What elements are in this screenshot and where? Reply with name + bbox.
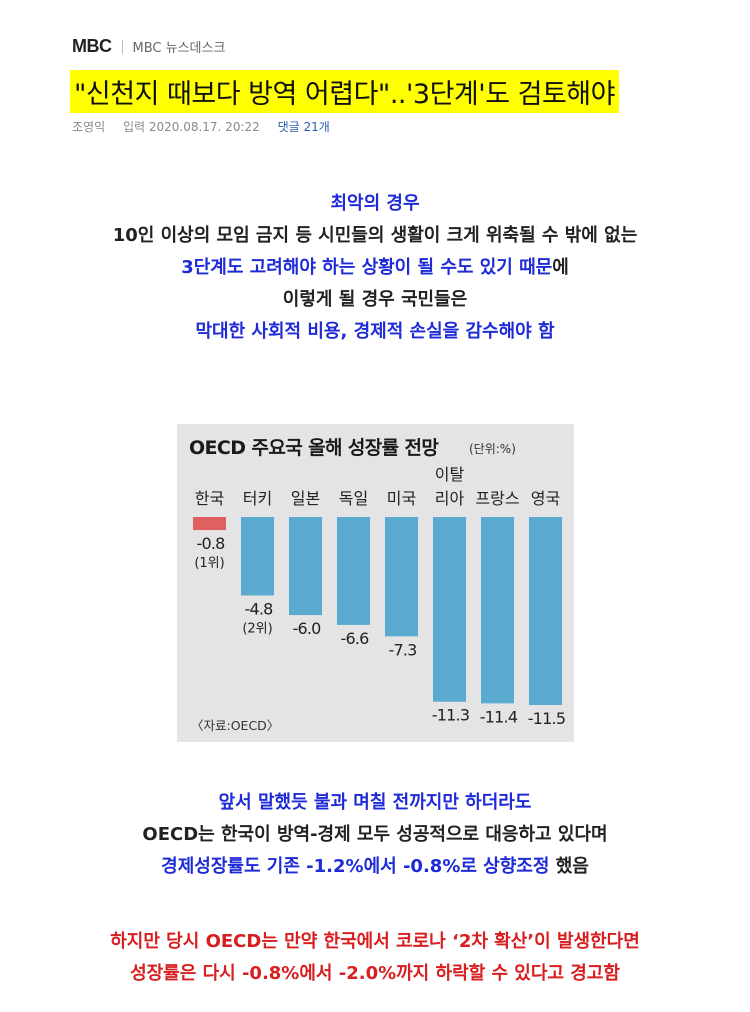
value-label-5: -11.3 (432, 706, 469, 725)
author-name: 조영익 (72, 120, 106, 134)
site-header: MBC MBC 뉴스데스크 (72, 36, 225, 57)
value-label-7: -11.5 (528, 709, 565, 728)
paragraph2-line-2: 경제성장률도 기존 -1.2%에서 -0.8%로 상향조정 했음 (0, 851, 750, 883)
category-label-4: 미국 (387, 489, 416, 508)
rank-label-0: (1위) (194, 556, 224, 571)
paragraph3-line-0: 하지만 당시 OECD는 만약 한국에서 코로나 ‘2차 확산’이 발생한다면 (0, 926, 750, 958)
paragraph1-line-4: 막대한 사회적 비용, 경제적 손실을 감수해야 함 (0, 316, 750, 348)
chart-svg: OECD 주요국 올해 성장률 전망 (단위:%) 〈자료:OECD〉 한국 -0.8 (… (189, 437, 566, 733)
category-label-5: 이탈 (435, 465, 465, 484)
bar-3 (337, 517, 370, 625)
line-text: 3단계도 고려해야 하는 상황이 될 수도 있기 때문 (181, 257, 553, 278)
line-text: 경제성장률도 기존 -1.2%에서 -0.8%로 상향조정 (161, 856, 550, 877)
paragraph2-line-1: OECD는 한국이 방역-경제 모두 성공적으로 대응하고 있다며 (0, 819, 750, 851)
header-divider (121, 39, 123, 54)
bar-7 (529, 517, 562, 705)
chart-unit: (단위:%) (469, 442, 516, 456)
paragraph1-line-2: 3단계도 고려해야 하는 상황이 될 수도 있기 때문에 (0, 252, 750, 284)
article-title: "신천지 때보다 방역 어렵다"..'3단계'도 검토해야 (70, 70, 619, 113)
line-suffix: 했음 (549, 856, 589, 877)
comments-link[interactable]: 댓글 21개 (277, 120, 330, 134)
value-label-1: -4.8 (244, 599, 273, 618)
chart-source: 〈자료:OECD〉 (191, 718, 279, 733)
paragraph-2: 앞서 말했듯 불과 며칠 전까지만 하더라도 OECD는 한국이 방역-경제 모두… (0, 787, 750, 883)
mbc-logo[interactable]: MBC (72, 36, 112, 56)
category-label-5: 리아 (435, 489, 465, 508)
line-suffix: 에 (552, 257, 569, 278)
growth-forecast-chart: OECD 주요국 올해 성장률 전망 (단위:%) 〈자료:OECD〉 한국 -0.8 (… (177, 424, 574, 742)
line-text: OECD는 한국이 방역-경제 모두 성공적으로 대응하고 있다며 (142, 824, 608, 845)
paragraph1-line-1: 10인 이상의 모임 금지 등 시민들의 생활이 크게 위축될 수 밖에 없는 (0, 220, 750, 252)
line-text: 이렇게 될 경우 국민들은 (282, 289, 468, 310)
category-label-6: 프랑스 (475, 489, 519, 508)
value-label-2: -6.0 (292, 619, 321, 638)
section-name[interactable]: MBC 뉴스데스크 (132, 41, 226, 56)
line-text: 막대한 사회적 비용, 경제적 손실을 감수해야 함 (195, 321, 555, 342)
line-text: 하지만 당시 OECD는 만약 한국에서 코로나 ‘2차 확산’이 발생한다면 (110, 931, 640, 952)
paragraph1-line-3: 이렇게 될 경우 국민들은 (0, 284, 750, 316)
bar-0 (193, 517, 226, 531)
paragraph1-line-0: 최악의 경우 (0, 188, 750, 220)
chart-title: OECD 주요국 올해 성장률 전망 (189, 437, 439, 459)
category-label-0: 한국 (195, 489, 224, 508)
category-label-1: 터키 (243, 489, 272, 508)
category-label-3: 독일 (339, 489, 368, 508)
value-label-3: -6.6 (340, 629, 369, 648)
bar-2 (289, 517, 322, 616)
bar-4 (385, 517, 418, 637)
line-text: 성장률은 다시 -0.8%에서 -2.0%까지 하락할 수 있다고 경고함 (130, 963, 620, 984)
article-meta: 조영익 입력 2020.08.17. 20:22 댓글 21개 (72, 118, 344, 135)
bar-5 (433, 517, 466, 702)
paragraph2-line-0: 앞서 말했듯 불과 며칠 전까지만 하더라도 (0, 787, 750, 819)
line-text: 앞서 말했듯 불과 며칠 전까지만 하더라도 (218, 792, 532, 813)
category-label-7: 영국 (531, 489, 560, 508)
rank-label-1: (2위) (242, 621, 272, 636)
publish-date: 입력 2020.08.17. 20:22 (122, 120, 260, 134)
paragraph3-line-1: 성장률은 다시 -0.8%에서 -2.0%까지 하락할 수 있다고 경고함 (0, 958, 750, 990)
line-text: 최악의 경우 (330, 193, 420, 214)
value-label-0: -0.8 (196, 534, 225, 553)
paragraph-1: 최악의 경우 10인 이상의 모임 금지 등 시민들의 생활이 크게 위축될 수 … (0, 188, 750, 348)
value-label-4: -7.3 (388, 640, 416, 659)
bar-1 (241, 517, 274, 596)
value-label-6: -11.4 (480, 707, 518, 726)
category-label-2: 일본 (291, 489, 320, 508)
bar-6 (481, 517, 514, 704)
line-text: 10인 이상의 모임 금지 등 시민들의 생활이 크게 위축될 수 밖에 없는 (112, 225, 638, 246)
